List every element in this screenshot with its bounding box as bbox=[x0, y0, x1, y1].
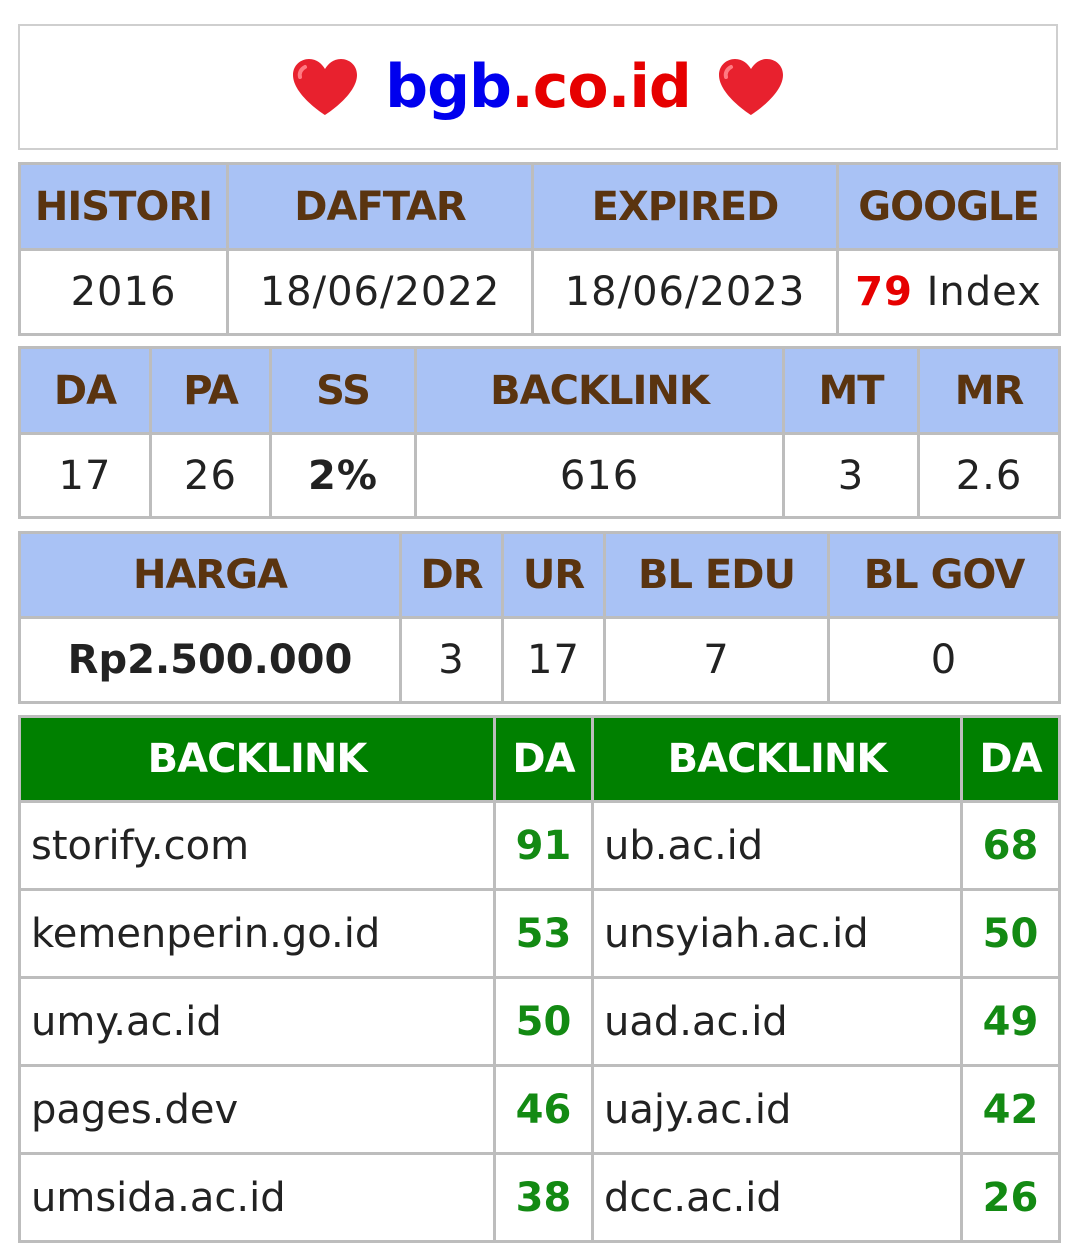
value-dr: 3 bbox=[399, 616, 504, 704]
backlink-da: 91 bbox=[493, 800, 594, 891]
header-bl-edu: BL EDU bbox=[603, 531, 830, 619]
table-row: umsida.ac.id 38 dcc.ac.id 26 bbox=[18, 1152, 1061, 1243]
header-daftar: DAFTAR bbox=[226, 162, 534, 251]
domain-tld: .co.id bbox=[510, 52, 692, 122]
heart-icon bbox=[718, 59, 783, 115]
domain-name-part: bgb bbox=[385, 52, 512, 122]
backlink-site: kemenperin.go.id bbox=[18, 888, 496, 979]
backlink-da: 53 bbox=[493, 888, 594, 979]
header-backlink-2: BACKLINK bbox=[591, 715, 963, 803]
backlink-site: unsyiah.ac.id bbox=[591, 888, 963, 979]
backlink-site: umsida.ac.id bbox=[18, 1152, 496, 1243]
header-backlink-1: BACKLINK bbox=[18, 715, 496, 803]
value-expired: 18/06/2023 bbox=[531, 248, 839, 336]
backlink-da: 26 bbox=[960, 1152, 1061, 1243]
value-google: 79 Index bbox=[836, 248, 1061, 336]
header-pa: PA bbox=[149, 346, 272, 435]
header-harga: HARGA bbox=[18, 531, 402, 619]
domain-name: bgb.co.id bbox=[385, 57, 692, 117]
header-expired: EXPIRED bbox=[531, 162, 839, 251]
metrics-table: DA PA SS BACKLINK MT MR 17 26 2% 616 3 2… bbox=[18, 346, 1061, 519]
header-mt: MT bbox=[782, 346, 920, 435]
header-da-1: DA bbox=[493, 715, 594, 803]
backlink-da: 50 bbox=[493, 976, 594, 1067]
table-row: pages.dev 46 uajy.ac.id 42 bbox=[18, 1064, 1061, 1155]
backlink-da: 38 bbox=[493, 1152, 594, 1243]
backlink-site: ub.ac.id bbox=[591, 800, 963, 891]
value-mr: 2.6 bbox=[917, 432, 1061, 519]
value-ss: 2% bbox=[269, 432, 417, 519]
price-table-wrap: HARGA DR UR BL EDU BL GOV Rp2.500.000 3 … bbox=[18, 531, 1061, 704]
google-index-count: 79 bbox=[855, 269, 913, 315]
header-mr: MR bbox=[917, 346, 1061, 435]
backlink-site: uajy.ac.id bbox=[591, 1064, 963, 1155]
backlink-site: dcc.ac.id bbox=[591, 1152, 963, 1243]
info-table: HISTORI DAFTAR EXPIRED GOOGLE 2016 18/06… bbox=[18, 162, 1061, 336]
header-da: DA bbox=[18, 346, 152, 435]
backlink-da: 49 bbox=[960, 976, 1061, 1067]
header-bl-gov: BL GOV bbox=[827, 531, 1061, 619]
backlinks-table: BACKLINK DA BACKLINK DA storify.com 91 u… bbox=[18, 715, 1061, 1243]
value-pa: 26 bbox=[149, 432, 272, 519]
backlink-da: 50 bbox=[960, 888, 1061, 979]
price-table: HARGA DR UR BL EDU BL GOV Rp2.500.000 3 … bbox=[18, 531, 1061, 704]
value-da: 17 bbox=[18, 432, 152, 519]
google-index-label: Index bbox=[926, 269, 1042, 315]
backlink-site: storify.com bbox=[18, 800, 496, 891]
backlinks-table-wrap: BACKLINK DA BACKLINK DA storify.com 91 u… bbox=[18, 715, 1061, 1243]
backlink-da: 68 bbox=[960, 800, 1061, 891]
backlink-site: uad.ac.id bbox=[591, 976, 963, 1067]
value-harga: Rp2.500.000 bbox=[18, 616, 402, 704]
value-histori: 2016 bbox=[18, 248, 229, 336]
table-row: umy.ac.id 50 uad.ac.id 49 bbox=[18, 976, 1061, 1067]
info-table-wrap: HISTORI DAFTAR EXPIRED GOOGLE 2016 18/06… bbox=[18, 162, 1061, 336]
value-ur: 17 bbox=[501, 616, 606, 704]
metrics-table-wrap: DA PA SS BACKLINK MT MR 17 26 2% 616 3 2… bbox=[18, 346, 1061, 519]
value-backlink: 616 bbox=[414, 432, 785, 519]
header-dr: DR bbox=[399, 531, 504, 619]
backlink-site: pages.dev bbox=[18, 1064, 496, 1155]
table-row: storify.com 91 ub.ac.id 68 bbox=[18, 800, 1061, 891]
heart-icon bbox=[293, 59, 358, 115]
header-ss: SS bbox=[269, 346, 417, 435]
table-row: kemenperin.go.id 53 unsyiah.ac.id 50 bbox=[18, 888, 1061, 979]
header-da-2: DA bbox=[960, 715, 1061, 803]
header-histori: HISTORI bbox=[18, 162, 229, 251]
value-bl-edu: 7 bbox=[603, 616, 830, 704]
domain-title-box: bgb.co.id bbox=[18, 24, 1058, 150]
value-mt: 3 bbox=[782, 432, 920, 519]
header-backlink: BACKLINK bbox=[414, 346, 785, 435]
value-daftar: 18/06/2022 bbox=[226, 248, 534, 336]
header-ur: UR bbox=[501, 531, 606, 619]
header-google: GOOGLE bbox=[836, 162, 1061, 251]
backlink-da: 46 bbox=[493, 1064, 594, 1155]
value-bl-gov: 0 bbox=[827, 616, 1061, 704]
backlink-da: 42 bbox=[960, 1064, 1061, 1155]
backlink-site: umy.ac.id bbox=[18, 976, 496, 1067]
